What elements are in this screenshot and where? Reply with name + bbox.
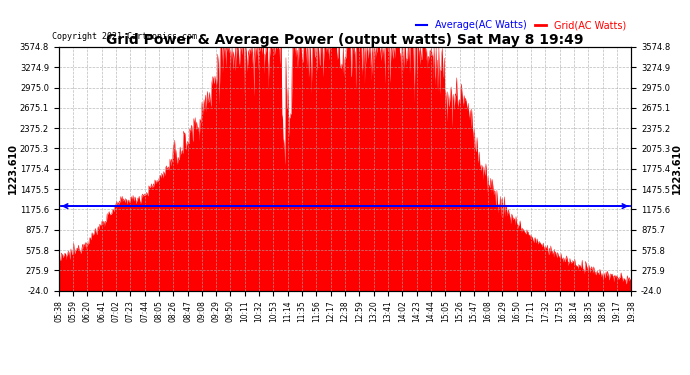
Title: Grid Power & Average Power (output watts) Sat May 8 19:49: Grid Power & Average Power (output watts…	[106, 33, 584, 47]
Y-axis label: 1223.610: 1223.610	[8, 143, 19, 194]
Y-axis label: 1223.610: 1223.610	[671, 143, 682, 194]
Text: Copyright 2021 Cartronics.com: Copyright 2021 Cartronics.com	[52, 32, 197, 41]
Legend: Average(AC Watts), Grid(AC Watts): Average(AC Watts), Grid(AC Watts)	[416, 20, 627, 30]
